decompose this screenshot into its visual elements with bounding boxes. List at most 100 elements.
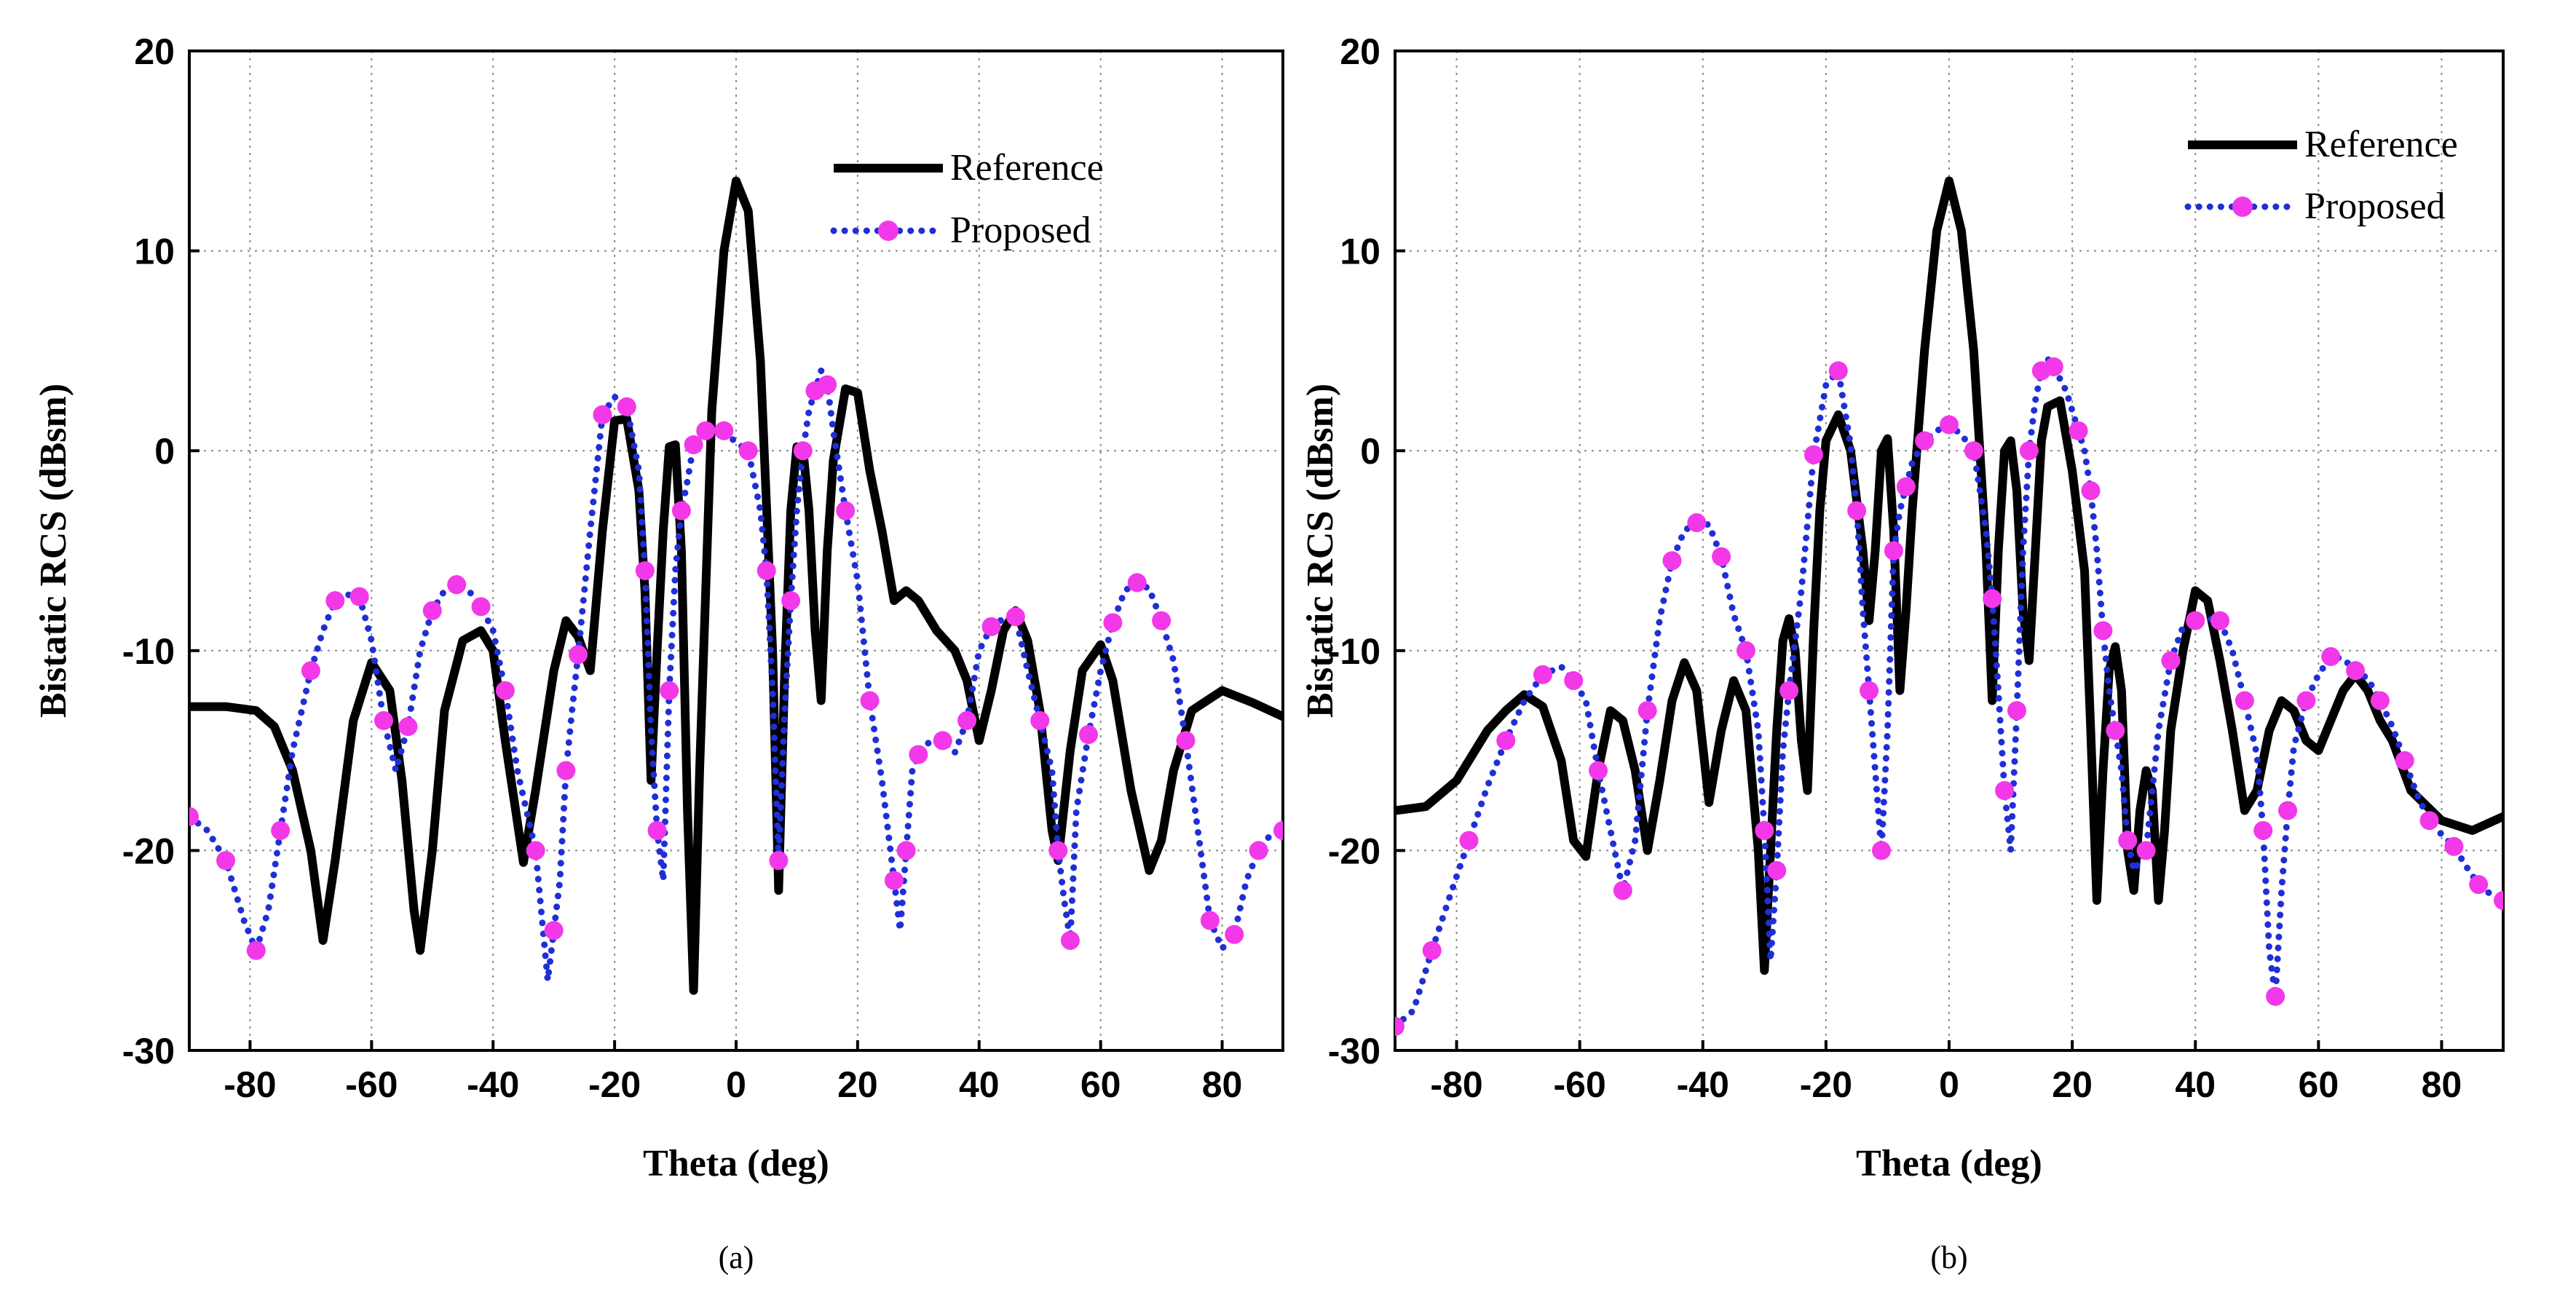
proposed-point bbox=[957, 710, 977, 730]
proposed-point bbox=[1200, 911, 1220, 930]
proposed-point bbox=[471, 597, 491, 617]
reference-line bbox=[1395, 176, 2503, 975]
proposed-point bbox=[2106, 721, 2125, 740]
legend-proposed-label: Proposed bbox=[950, 210, 1091, 251]
proposed-point bbox=[756, 561, 776, 580]
proposed-point bbox=[1459, 831, 1479, 850]
proposed-point bbox=[2019, 441, 2039, 461]
gridlines bbox=[1395, 51, 2503, 1050]
proposed-point bbox=[860, 691, 880, 710]
proposed-point bbox=[398, 717, 418, 737]
proposed-point bbox=[1915, 431, 1935, 451]
proposed-point bbox=[635, 561, 655, 580]
series-reference bbox=[1395, 176, 2503, 975]
proposed-point bbox=[2370, 691, 2390, 710]
x-tick-label: 60 bbox=[1080, 1064, 1121, 1105]
proposed-point bbox=[569, 645, 588, 665]
proposed-point bbox=[1564, 670, 1584, 690]
proposed-point bbox=[2093, 621, 2113, 641]
x-tick-label: 0 bbox=[726, 1064, 746, 1105]
proposed-point bbox=[1983, 589, 2002, 609]
proposed-point bbox=[1712, 547, 1731, 566]
proposed-point bbox=[2266, 986, 2285, 1006]
proposed-point bbox=[793, 441, 813, 461]
proposed-point bbox=[189, 807, 199, 826]
proposed-point bbox=[1030, 710, 1050, 730]
y-tick-label: -10 bbox=[1328, 631, 1380, 672]
legend: Reference Proposed bbox=[830, 147, 1104, 251]
proposed-line bbox=[1395, 352, 2503, 1030]
proposed-line bbox=[189, 361, 1283, 981]
proposed-point bbox=[2118, 831, 2138, 850]
legend-reference-label: Reference bbox=[950, 147, 1104, 189]
x-tick-label: -80 bbox=[1430, 1064, 1482, 1105]
proposed-point bbox=[2494, 891, 2503, 911]
proposed-point bbox=[1127, 573, 1147, 593]
proposed-point bbox=[2069, 421, 2088, 440]
proposed-point bbox=[1078, 725, 1098, 745]
series-proposed bbox=[1395, 352, 2503, 1037]
y-tick-label: 0 bbox=[1360, 431, 1380, 472]
proposed-point bbox=[1662, 551, 1682, 571]
proposed-point bbox=[349, 587, 369, 606]
proposed-point bbox=[1176, 731, 1196, 750]
proposed-point bbox=[2278, 801, 2298, 820]
proposed-point bbox=[714, 421, 734, 440]
proposed-point bbox=[836, 501, 856, 520]
proposed-point bbox=[2346, 661, 2366, 681]
proposed-point bbox=[2210, 611, 2230, 630]
proposed-point bbox=[1422, 940, 1442, 960]
proposed-point bbox=[1884, 541, 1903, 561]
proposed-point bbox=[1779, 681, 1799, 700]
y-axis-label: Bistatic RCS (dBsm) bbox=[1300, 384, 1341, 718]
y-tick-label: 20 bbox=[134, 31, 175, 72]
proposed-point bbox=[1005, 607, 1025, 627]
proposed-point bbox=[1803, 445, 1823, 464]
reference-line bbox=[189, 176, 1283, 995]
series-reference bbox=[189, 176, 1283, 995]
panel-label: (b) bbox=[1930, 1240, 1967, 1275]
proposed-point bbox=[884, 871, 904, 890]
proposed-point bbox=[896, 841, 916, 860]
x-tick-label: -20 bbox=[1800, 1064, 1852, 1105]
proposed-point bbox=[2395, 750, 2414, 770]
proposed-point bbox=[325, 591, 345, 611]
proposed-point bbox=[556, 761, 576, 780]
proposed-point bbox=[781, 591, 801, 611]
proposed-point bbox=[495, 681, 515, 700]
proposed-point bbox=[1940, 415, 1959, 435]
legend-reference-label: Reference bbox=[2304, 124, 2458, 165]
proposed-point bbox=[2161, 651, 2181, 670]
proposed-point bbox=[1860, 681, 1879, 700]
x-tick-label: -40 bbox=[467, 1064, 519, 1105]
series-proposed bbox=[189, 361, 1283, 981]
proposed-point bbox=[1496, 731, 1516, 750]
proposed-point bbox=[1273, 820, 1283, 840]
proposed-point bbox=[1533, 665, 1552, 684]
proposed-point bbox=[1613, 881, 1632, 900]
proposed-point bbox=[374, 710, 394, 730]
x-tick-label: 80 bbox=[2422, 1064, 2462, 1105]
proposed-point bbox=[1847, 501, 1867, 520]
x-tick-label: 20 bbox=[2052, 1064, 2093, 1105]
y-tick-label: 20 bbox=[1340, 31, 1380, 72]
legend: Reference Proposed bbox=[2184, 124, 2458, 227]
proposed-point bbox=[1152, 611, 1172, 630]
y-tick-label: -10 bbox=[122, 631, 175, 672]
x-tick-label: -20 bbox=[588, 1064, 641, 1105]
x-tick-label: 40 bbox=[2175, 1064, 2216, 1105]
x-tick-label: -60 bbox=[1554, 1064, 1606, 1105]
y-tick-label: -20 bbox=[122, 831, 175, 871]
proposed-point bbox=[301, 661, 320, 681]
proposed-point bbox=[2186, 611, 2205, 630]
y-tick-label: -30 bbox=[1328, 1031, 1380, 1072]
proposed-point bbox=[246, 940, 266, 960]
proposed-point bbox=[2419, 811, 2439, 831]
proposed-point bbox=[2321, 647, 2341, 667]
proposed-point bbox=[1103, 613, 1123, 633]
x-tick-label: 20 bbox=[837, 1064, 878, 1105]
proposed-point bbox=[2235, 691, 2254, 710]
proposed-point bbox=[738, 441, 758, 461]
y-tick-label: 10 bbox=[134, 231, 175, 272]
proposed-point bbox=[684, 435, 703, 454]
